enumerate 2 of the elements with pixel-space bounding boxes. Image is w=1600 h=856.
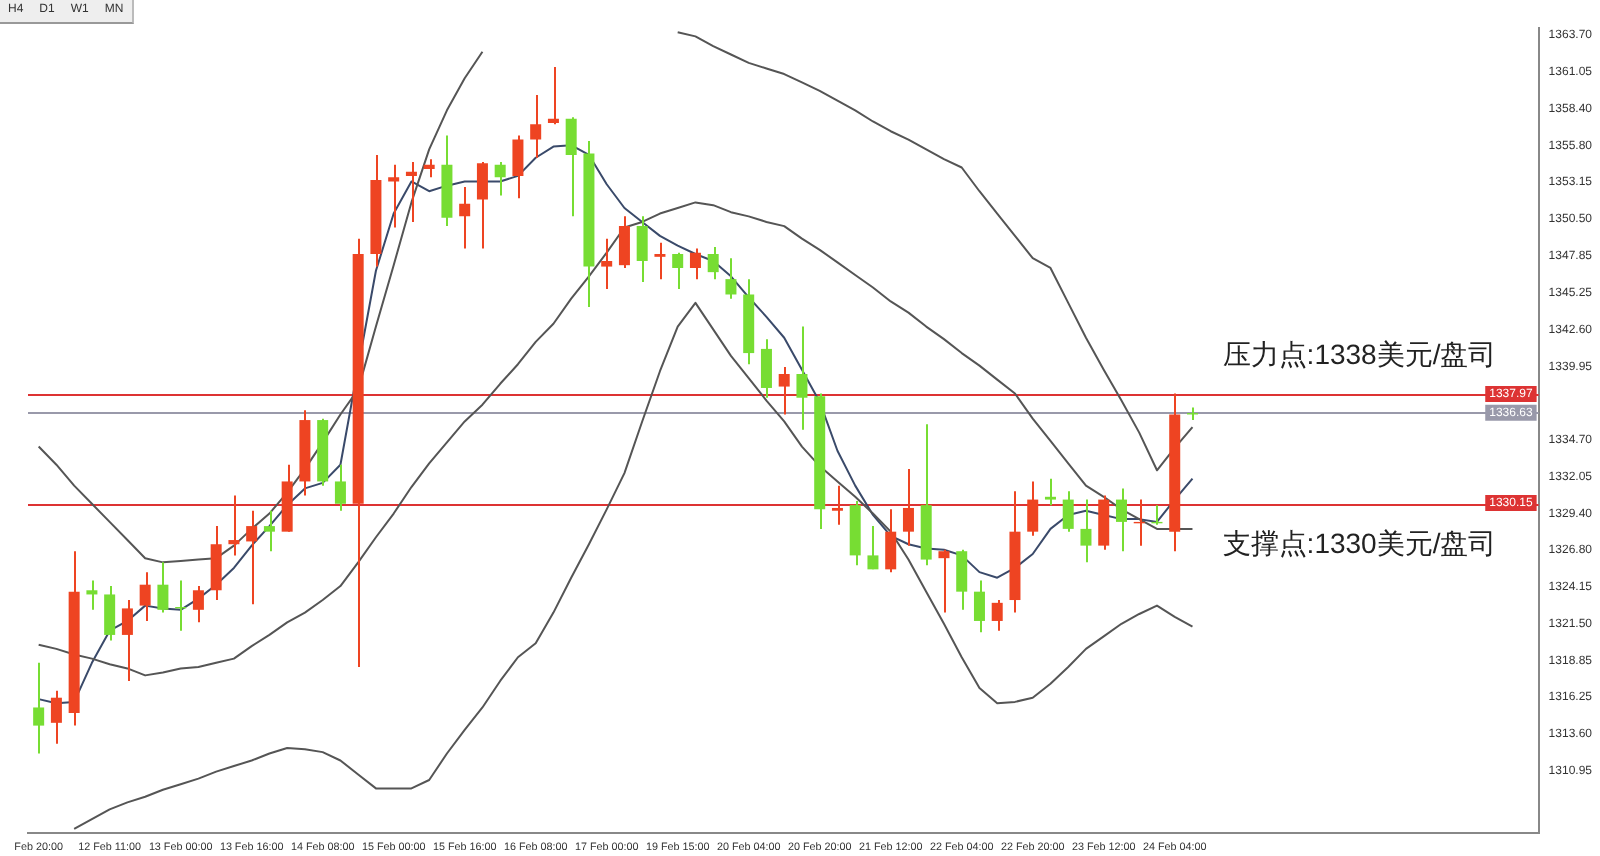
annotation: 支撑点:1330美元/盘司 bbox=[1222, 526, 1497, 559]
annotation: 压力点:1338美元/盘司 bbox=[1222, 337, 1497, 370]
